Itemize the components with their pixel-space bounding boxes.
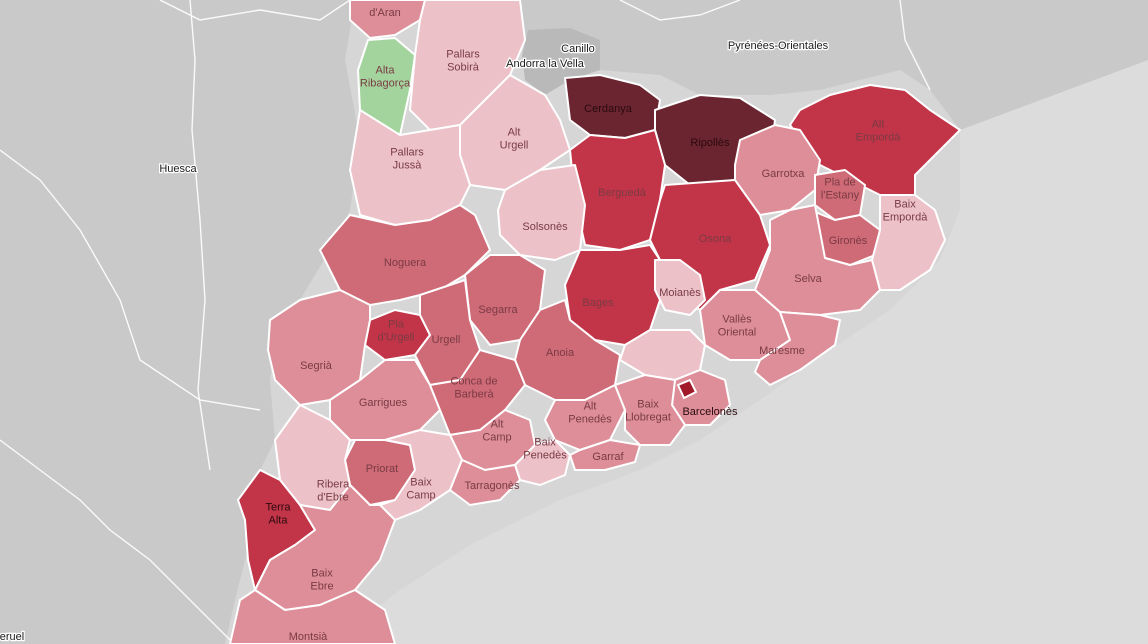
place-canillo: Canillo — [561, 43, 595, 55]
region-moianes[interactable] — [654, 259, 706, 316]
region-alt-emporda[interactable] — [789, 84, 961, 196]
region-border — [899, 0, 931, 91]
region-baix-penedes[interactable] — [514, 439, 571, 486]
label-selva: Selva — [794, 273, 822, 285]
label-garrigues: Garrigues — [359, 397, 408, 409]
region-border — [0, 439, 231, 641]
region-garraf[interactable] — [569, 439, 641, 471]
label-alt-penedes: Alt Penedès — [568, 401, 612, 426]
label-val-d-aran: d'Aran — [369, 7, 400, 19]
region-border — [159, 0, 351, 21]
label-segarra: Segarra — [478, 304, 518, 316]
label-baix-emporda: Baix Empordà — [883, 199, 929, 224]
label-pla-de-l-estany: Pla de l'Estany — [821, 177, 860, 202]
label-bergueda: Berguedà — [598, 187, 647, 199]
region-val-d-aran[interactable] — [349, 0, 426, 39]
region-baix-camp[interactable] — [379, 429, 463, 521]
label-anoia: Anoia — [546, 347, 575, 359]
barcelona-highlight[interactable] — [677, 379, 697, 399]
label-ripolles: Ripollès — [690, 137, 730, 149]
label-segria: Segrià — [300, 360, 333, 372]
label-conca-de-barbera: Conca de Barberà — [450, 376, 497, 401]
label-baix-penedes: Baix Penedès — [523, 437, 567, 462]
place-labels: Huesca Canillo Andorra la Vella Pyrénées… — [0, 39, 830, 644]
label-garrotxa: Garrotxa — [762, 168, 806, 180]
label-cerdanya: Cerdanya — [584, 103, 633, 115]
label-pallars-jussa: Pallars Jussà — [390, 147, 424, 172]
label-alta-ribagorca: Alta Ribagorça — [360, 65, 411, 90]
region-maresme[interactable] — [754, 311, 841, 386]
andorra-area — [522, 28, 600, 95]
label-baix-camp: Baix Camp — [406, 477, 435, 502]
region-garrotxa[interactable] — [734, 124, 821, 216]
region-border — [619, 0, 741, 21]
label-alt-urgell: Alt Urgell — [500, 127, 529, 152]
region-baix-emporda[interactable] — [871, 194, 946, 291]
label-priorat: Priorat — [366, 463, 398, 475]
place-huesca: Huesca — [159, 163, 197, 175]
label-bages: Bages — [582, 297, 614, 309]
label-baix-ebre: Baix Ebre — [310, 568, 333, 593]
region-baix-llobregat[interactable] — [614, 374, 686, 446]
label-terra-alta: Terra Alta — [265, 502, 291, 527]
label-baix-llobregat: Baix Llobregat — [625, 399, 671, 424]
label-solsones: Solsonès — [522, 221, 568, 233]
france-land — [420, 0, 1148, 130]
region-border — [189, 0, 211, 471]
region-solsones[interactable] — [497, 164, 586, 261]
label-noguera: Noguera — [384, 257, 427, 269]
region-tarragones[interactable] — [449, 459, 521, 506]
label-pla-d-urgell: Pla d'Urgell — [378, 319, 415, 344]
label-tarragones: Tarragonès — [464, 480, 520, 492]
region-conca-de-barbera[interactable] — [429, 349, 526, 436]
sea-area — [330, 60, 1148, 644]
label-valles-oriental: Vallès Oriental — [718, 314, 757, 339]
place-teruel: eruel — [0, 631, 24, 643]
label-moianes: Moianès — [659, 287, 701, 299]
label-alt-emporda: Alt Empordà — [856, 119, 902, 144]
label-girones: Gironès — [829, 235, 868, 247]
label-montsia: Montsià — [289, 631, 328, 643]
region-segria[interactable] — [267, 289, 371, 406]
label-ribera-d-ebre: Ribera d'Ebre — [317, 479, 350, 504]
region-pallars-jussa[interactable] — [349, 109, 471, 226]
comarques-layer — [229, 0, 961, 644]
label-osona: Osona — [699, 233, 732, 245]
place-andorra-la-vella: Andorra la Vella — [506, 58, 585, 70]
label-pallars-sobira: Pallars Sobirà — [446, 49, 480, 74]
label-barcelones: Barcelonès — [682, 406, 738, 418]
label-urgell: Urgell — [432, 334, 461, 346]
label-garraf: Garraf — [592, 451, 624, 463]
place-pyrenees-orientales: Pyrénées-Orientales — [728, 40, 829, 52]
label-maresme: Maresme — [759, 345, 805, 357]
label-alt-camp: Alt Camp — [482, 419, 511, 444]
comarca-labels: d'Aran Alta Ribagorça Pallars Sobirà Alt Ur… — [265, 7, 928, 643]
aragon-land — [0, 0, 360, 644]
region-montsia[interactable] — [229, 589, 396, 644]
